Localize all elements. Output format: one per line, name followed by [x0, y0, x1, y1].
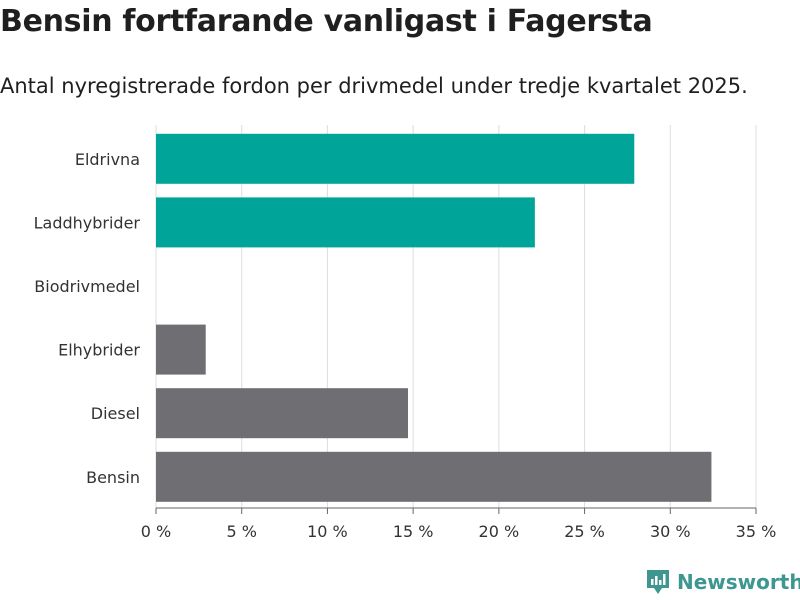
x-tick-label: 0 %	[141, 522, 171, 541]
newsworthy-logo-icon	[647, 570, 669, 594]
bar-elhybrider	[156, 324, 206, 375]
x-tick-label: 25 %	[564, 522, 605, 541]
x-tick-label: 15 %	[393, 522, 434, 541]
category-label: Bensin	[86, 468, 140, 487]
category-label: Eldrivna	[75, 150, 140, 169]
chart-subtitle: Antal nyregistrerade fordon per drivmede…	[0, 74, 748, 98]
x-tick-label: 10 %	[307, 522, 348, 541]
x-tick-label: 35 %	[736, 522, 777, 541]
x-tick-label: 5 %	[226, 522, 256, 541]
category-label: Biodrivmedel	[34, 277, 140, 296]
bar-eldrivna	[156, 133, 635, 184]
x-tick-label: 30 %	[650, 522, 691, 541]
bar-laddhybrider	[156, 197, 535, 248]
grid-lines	[155, 125, 757, 514]
category-label: Elhybrider	[58, 341, 140, 360]
category-label: Laddhybrider	[34, 213, 141, 232]
x-tick-label: 20 %	[479, 522, 520, 541]
bar-bensin	[156, 451, 712, 502]
category-label: Diesel	[91, 404, 140, 423]
tick-labels: 0 % 5 % 10 % 15 % 20 % 25 % 30 % 35 %	[141, 522, 777, 541]
brand-name: Newsworthy	[677, 570, 800, 594]
bars	[156, 133, 712, 502]
category-labels: Eldrivna Laddhybrider Biodrivmedel Elhybrid…	[34, 150, 141, 487]
brand-logo: Newsworthy	[645, 568, 800, 596]
chart-title: Bensin fortfarande vanligast i Fagersta	[0, 4, 653, 39]
bar-diesel	[156, 388, 408, 439]
